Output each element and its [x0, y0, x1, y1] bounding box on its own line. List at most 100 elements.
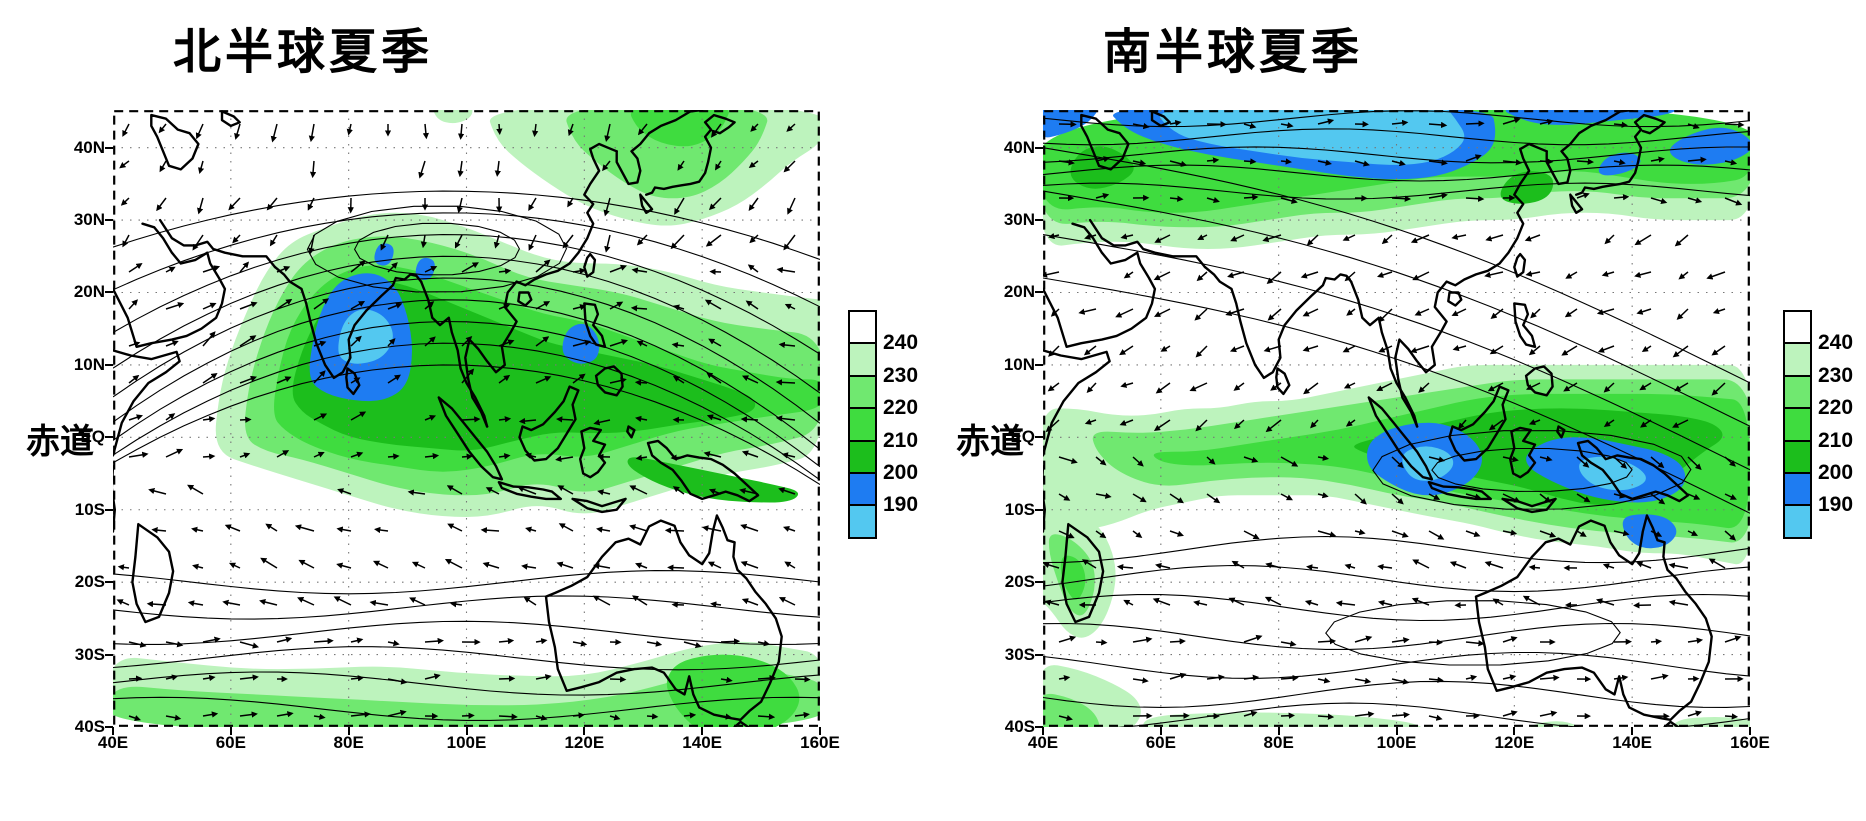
lon-tick-label: 140E — [682, 733, 722, 752]
axis-tick — [105, 726, 113, 728]
axis-tick — [819, 727, 821, 735]
lon-tick-label: 160E — [800, 733, 840, 752]
map-layers — [113, 110, 820, 727]
lon-tick-label: 140E — [1612, 733, 1652, 752]
shading-layer — [113, 110, 820, 727]
legend-swatch-240 — [850, 342, 875, 375]
equator-label-north: 赤道 — [26, 423, 94, 461]
axis-tick — [1749, 727, 1751, 735]
lon-tick-label: 80E — [333, 733, 364, 752]
legend-swatch-190 — [1785, 504, 1810, 537]
lat-tick-label: 40N — [1003, 137, 1035, 157]
map-plot-north — [113, 110, 820, 727]
lon-tick-label: 100E — [1376, 733, 1417, 752]
axis-tick — [1035, 146, 1043, 149]
wind-vectors — [116, 123, 811, 722]
axis-tick — [105, 363, 113, 366]
lon-tick-label: 120E — [564, 733, 605, 752]
axis-tick — [1035, 581, 1043, 584]
lon-tick-label: 40E — [1027, 733, 1059, 752]
lat-tick-label: 10S — [1004, 499, 1035, 519]
map-layers — [1043, 110, 1750, 727]
lat-tick-label: 10N — [73, 354, 105, 374]
axis-tick — [1035, 508, 1043, 511]
axis-tick — [1035, 363, 1043, 366]
axis-tick — [105, 581, 113, 584]
axis-tick — [583, 727, 586, 735]
lat-tick-label: 20S — [74, 572, 105, 592]
axis-tick — [105, 508, 113, 511]
legend-value-label: 230 — [883, 363, 919, 387]
lon-tick-label: 160E — [1730, 733, 1770, 752]
colorbar-legend — [848, 310, 877, 539]
axis-tick — [1035, 436, 1043, 439]
gridlines — [1043, 110, 1750, 727]
legend-value-label: 240 — [1818, 331, 1854, 355]
map-frame — [1043, 110, 1750, 727]
lat-tick-label: 10N — [1003, 354, 1035, 374]
axis-tick — [1513, 727, 1516, 735]
panel-title-north: 北半球夏季 — [172, 26, 433, 79]
wind-vectors — [1043, 117, 1745, 722]
lat-tick-label: EQ — [80, 427, 105, 447]
legend-value-label: 190 — [1818, 493, 1854, 517]
lon-tick-label: 40E — [97, 733, 129, 752]
axis-tick — [1035, 291, 1043, 294]
axis-tick — [105, 291, 113, 294]
axis-tick — [1159, 727, 1162, 735]
contour-lines — [1043, 110, 1750, 727]
legend-value-label: 200 — [883, 461, 919, 484]
legend-value-label: 240 — [883, 331, 919, 355]
lon-tick-label: 60E — [215, 733, 246, 752]
map-frame — [113, 110, 820, 727]
lat-tick-label: 20N — [73, 282, 105, 302]
legend-swatch-220 — [850, 407, 875, 440]
axis-tick — [105, 146, 113, 149]
legend-value-label: 200 — [1818, 461, 1854, 484]
coastlines — [1043, 110, 1713, 727]
axis-tick — [465, 727, 468, 735]
legend-swatch-200 — [1785, 471, 1810, 505]
legend-swatch-210 — [850, 439, 875, 472]
lat-tick-label: 30S — [1004, 644, 1035, 664]
axis-tick — [112, 727, 114, 735]
legend-swatch-210 — [1785, 439, 1810, 472]
legend-value-label: 210 — [883, 428, 919, 452]
axis-tick — [701, 727, 704, 735]
lat-tick-label: 40N — [73, 137, 105, 157]
axis-tick — [1035, 726, 1043, 728]
axis-tick — [1035, 219, 1043, 222]
legend-value-label: 230 — [1818, 363, 1854, 387]
lat-tick-label: 30S — [74, 644, 105, 664]
lat-tick-label: 20S — [1004, 572, 1035, 592]
lat-tick-label: 30N — [1003, 210, 1035, 230]
axis-tick — [105, 436, 113, 439]
equator-label-south: 赤道 — [956, 423, 1024, 461]
axis-tick — [1631, 727, 1634, 735]
lat-tick-label: 40S — [74, 717, 105, 736]
axis-tick — [1277, 727, 1280, 735]
legend-value-label: 190 — [883, 493, 919, 517]
lat-tick-label: 10S — [74, 499, 105, 519]
lat-tick-label: EQ — [1010, 427, 1035, 447]
panel-title-south: 南半球夏季 — [1102, 26, 1363, 79]
lat-tick-label: 20N — [1003, 282, 1035, 302]
legend-swatch-220 — [1785, 407, 1810, 440]
legend-value-label: 210 — [1818, 428, 1854, 452]
axis-tick — [229, 727, 232, 735]
map-plot-south — [1043, 110, 1750, 727]
legend-value-label: 220 — [883, 396, 919, 420]
axis-tick — [105, 219, 113, 222]
axis-tick — [1035, 653, 1043, 656]
legend-swatch-200 — [850, 471, 875, 505]
legend-swatch-top — [1785, 312, 1810, 343]
axis-tick — [1395, 727, 1398, 735]
lon-tick-label: 60E — [1145, 733, 1176, 752]
legend-swatch-190 — [850, 504, 875, 537]
legend-swatch-230 — [1785, 374, 1810, 408]
legend-value-label: 220 — [1818, 396, 1854, 420]
legend-swatch-240 — [1785, 342, 1810, 375]
axis-tick — [347, 727, 350, 735]
lon-tick-label: 100E — [446, 733, 487, 752]
